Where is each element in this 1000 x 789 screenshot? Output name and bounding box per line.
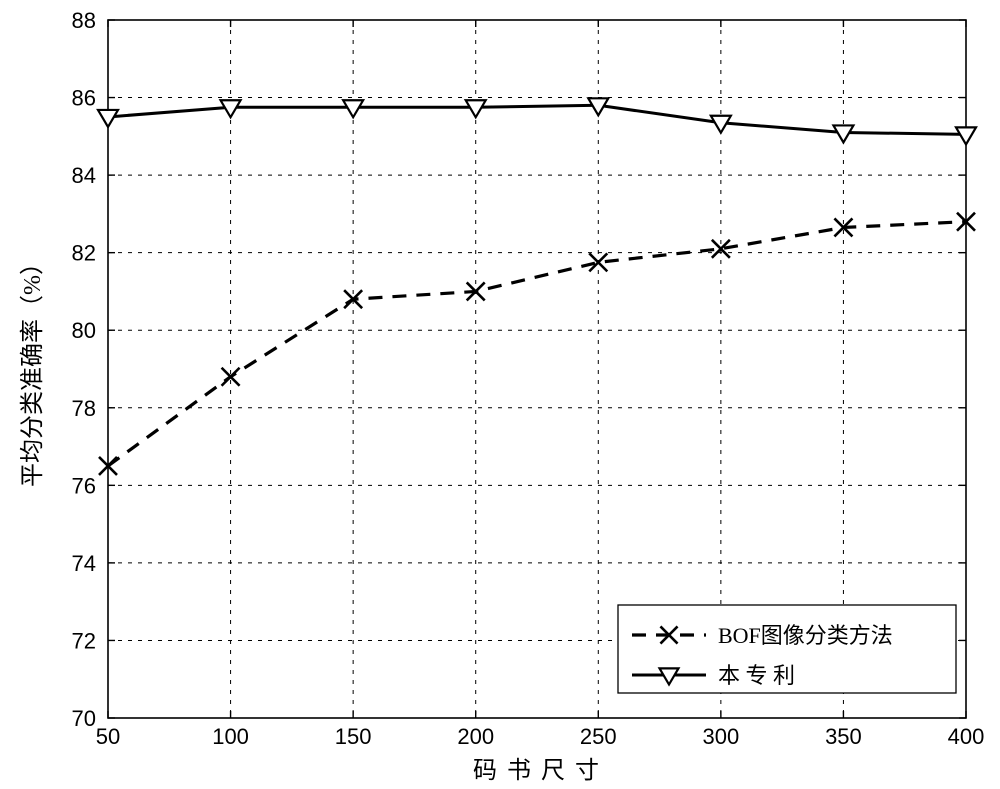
y-tick-label: 84 [72,163,96,188]
y-tick-label: 72 [72,628,96,653]
y-axis-label: 平均分类准确率（%） [19,251,46,487]
legend-label-1: 本 专 利 [718,663,795,688]
x-tick-label: 350 [825,724,862,749]
chart-container: 50 100 150 200 250 300 350 400 70 72 74 76 78 80 82 84 8… [0,0,1000,789]
y-tick-label: 86 [72,86,96,111]
legend: BOF图像分类方法本 专 利 [618,605,956,693]
y-tick-label: 76 [72,473,96,498]
x-tick-label: 50 [96,724,120,749]
y-tick-label: 88 [72,8,96,33]
x-tick-label: 300 [702,724,739,749]
y-tick-label: 82 [72,241,96,266]
x-tick-label: 250 [580,724,617,749]
y-tick-label: 74 [72,551,96,576]
y-tick-label: 70 [72,706,96,731]
x-axis-label: 码 书 尺 寸 [473,757,601,784]
x-tick-label: 150 [335,724,372,749]
x-tick-label: 200 [457,724,494,749]
x-tick-label: 100 [212,724,249,749]
x-tick-label: 400 [948,724,985,749]
y-tick-label: 78 [72,396,96,421]
y-tick-label: 80 [72,318,96,343]
legend-label-0: BOF图像分类方法 [718,623,893,648]
chart-svg: 50 100 150 200 250 300 350 400 70 72 74 76 78 80 82 84 8… [0,0,1000,789]
